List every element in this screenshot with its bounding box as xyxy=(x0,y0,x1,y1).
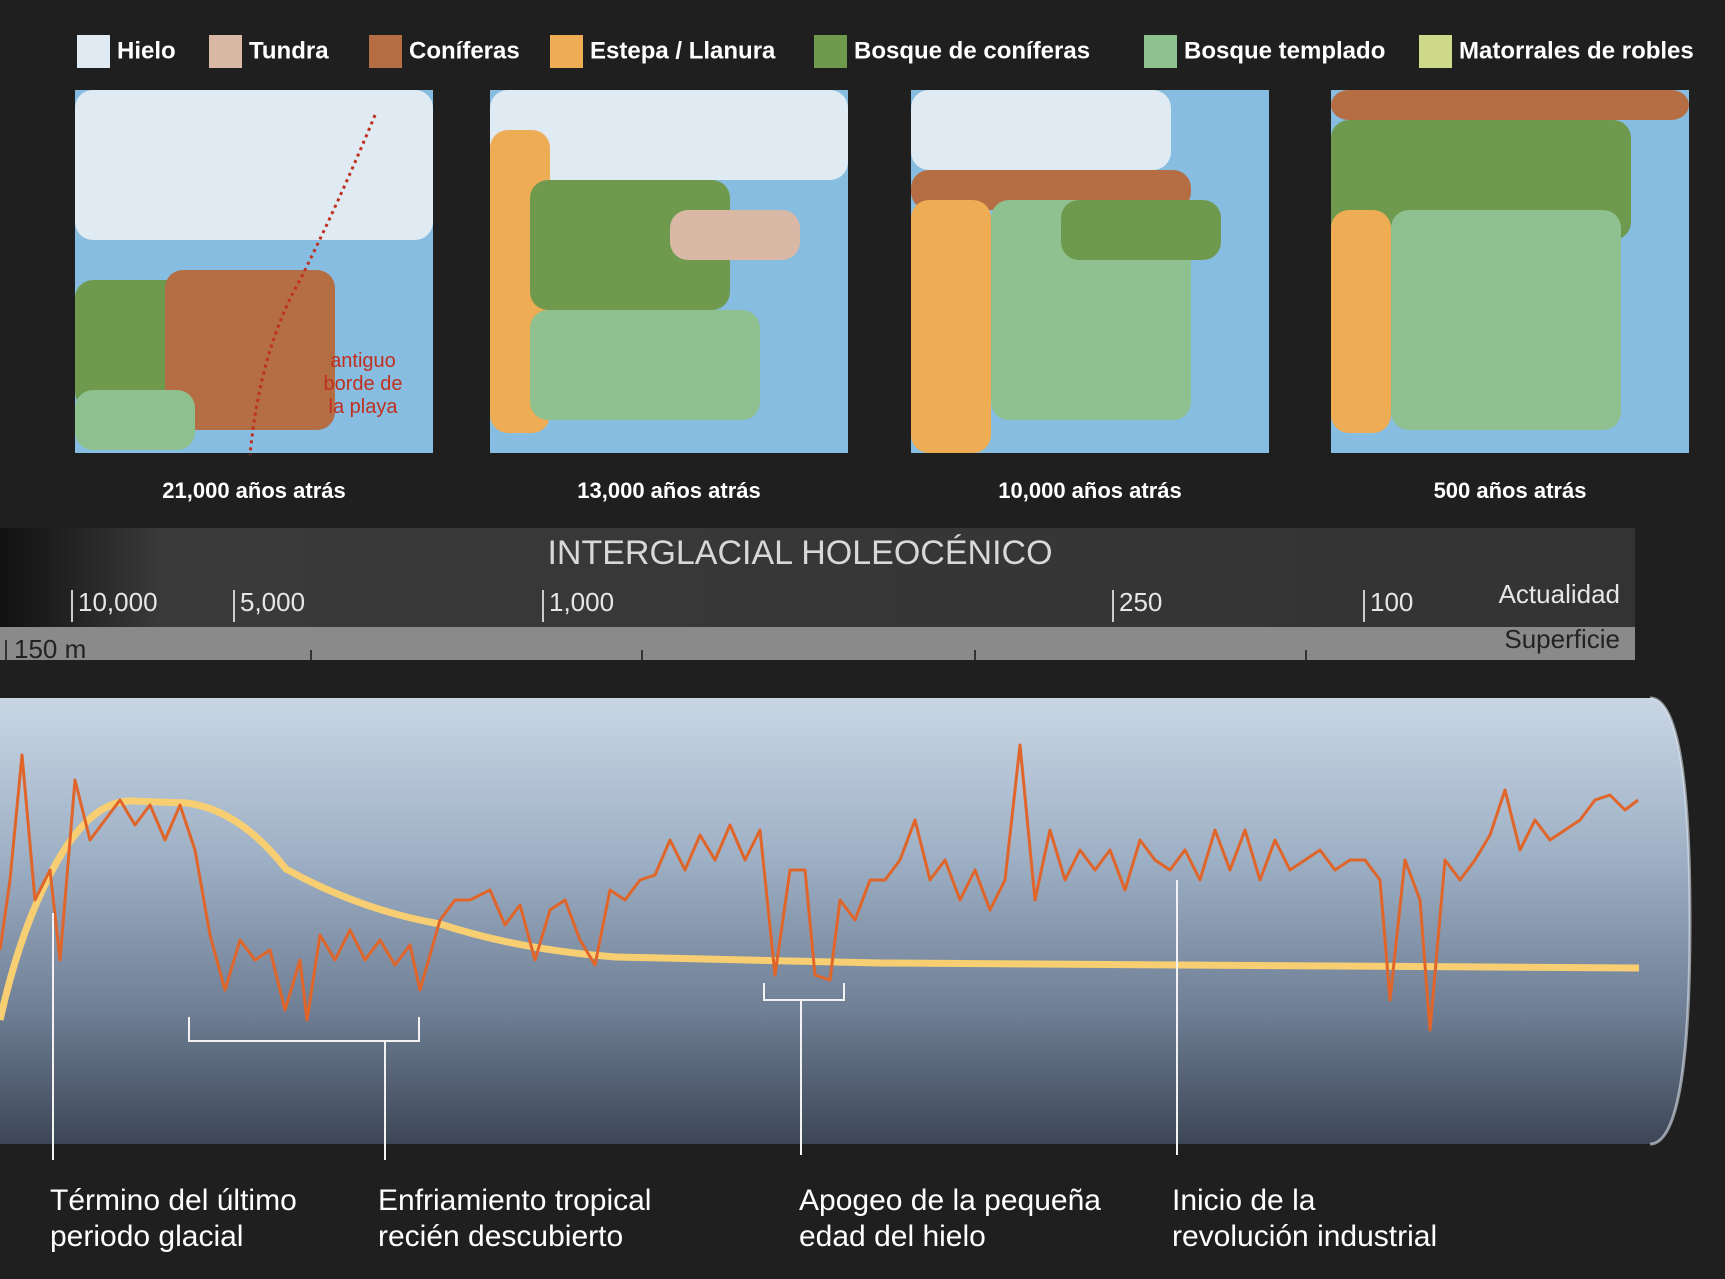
age-label: 10,000 xyxy=(78,587,158,617)
map-caption: 21,000 años atrás xyxy=(162,478,345,503)
age-label: 100 xyxy=(1370,587,1413,617)
legend-swatch xyxy=(550,35,583,68)
legend-swatch xyxy=(77,35,110,68)
depth-bar xyxy=(0,627,1635,660)
map-region xyxy=(75,90,433,240)
annotation-line: recién descubierto xyxy=(378,1220,623,1253)
annotation-line: periodo glacial xyxy=(50,1220,243,1253)
legend-label: Hielo xyxy=(117,37,176,64)
legend-swatch xyxy=(209,35,242,68)
depth-top: Superficie xyxy=(1504,624,1620,654)
legend: Hielo Tundra Coníferas Estepa / Llanura Bosq… xyxy=(77,35,1694,68)
map xyxy=(911,90,1269,453)
map xyxy=(490,90,848,453)
annotation-line: edad del hielo xyxy=(799,1220,986,1253)
map-region xyxy=(670,210,800,260)
map-region xyxy=(490,90,848,180)
shoreline xyxy=(248,114,377,456)
map-region xyxy=(1331,210,1391,433)
legend-swatch xyxy=(1419,35,1452,68)
map-region xyxy=(1061,200,1221,260)
age-label: 1,000 xyxy=(549,587,614,617)
map-note-line: borde de xyxy=(324,373,403,395)
timeline-title: INTERGLACIAL HOLEOCÉNICO xyxy=(547,534,1052,572)
present-label: Actualidad xyxy=(1499,579,1620,609)
depth-ticks xyxy=(5,640,1307,660)
map-region xyxy=(530,310,760,420)
map-region xyxy=(1331,90,1689,120)
map-note-line: antiguo xyxy=(330,350,396,372)
map-caption: 10,000 años atrás xyxy=(998,478,1181,503)
legend-swatch xyxy=(1144,35,1177,68)
annotation-line: Inicio de la xyxy=(1172,1184,1316,1217)
map-caption: 13,000 años atrás xyxy=(577,478,760,503)
map-caption: 500 años atrás xyxy=(1434,478,1587,503)
annotation-line: Enfriamiento tropical xyxy=(378,1184,651,1217)
annotation-line: revolución industrial xyxy=(1172,1220,1437,1253)
ice-core xyxy=(0,698,1690,1144)
map-region xyxy=(911,200,991,453)
legend-swatch xyxy=(814,35,847,68)
legend-swatch xyxy=(369,35,402,68)
map-region xyxy=(911,90,1171,170)
annotation-lines xyxy=(52,880,1178,1160)
map-region xyxy=(165,270,335,430)
legend-label: Bosque templado xyxy=(1184,37,1385,64)
annotation-line: Apogeo de la pequeña xyxy=(799,1184,1101,1217)
timeline-band xyxy=(0,528,1635,627)
map-region xyxy=(1391,210,1621,430)
temperature-record xyxy=(0,743,1639,1032)
legend-label: Estepa / Llanura xyxy=(590,37,776,64)
depth-bottom: 150 m xyxy=(14,634,86,664)
legend-label: Coníferas xyxy=(409,37,520,64)
legend-label: Bosque de coníferas xyxy=(854,37,1090,64)
age-scale: 10,000 5,000 1,000 250 100 xyxy=(71,587,1413,622)
map xyxy=(1331,90,1689,453)
annotation-line: Término del último xyxy=(50,1184,297,1217)
age-label: 250 xyxy=(1119,587,1162,617)
ice-core-edge xyxy=(1649,696,1692,1146)
legend-label: Tundra xyxy=(249,37,329,64)
map-note-line: la playa xyxy=(329,396,399,418)
age-label: 5,000 xyxy=(240,587,305,617)
trend-curve xyxy=(0,797,1640,1021)
map-region xyxy=(75,390,195,450)
map xyxy=(75,90,433,453)
maps: 21,000 años atrás 13,000 años atrás 10,000… xyxy=(75,90,1689,503)
legend-label: Matorrales de robles xyxy=(1459,37,1694,64)
